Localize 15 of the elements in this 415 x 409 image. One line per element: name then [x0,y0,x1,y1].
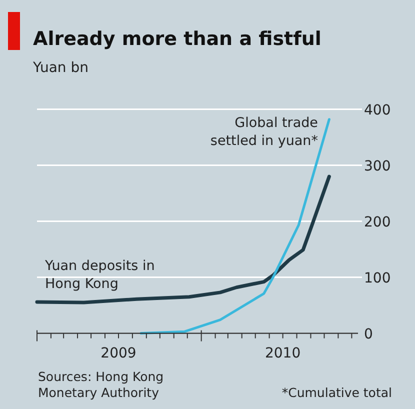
y-axis-title: Yuan bn [32,60,88,76]
x-tick-label: 2010 [264,345,301,362]
y-tick-label: 300 [364,158,391,174]
x-tick-label: 2009 [100,345,136,362]
chart-title: Already more than a fistful [33,28,322,50]
y-tick-label: 100 [364,270,391,286]
line-series [35,174,331,304]
text: *Cumulative total [282,385,392,400]
series-label: Global trade settled in yuan* [210,115,318,149]
y-tick-label: 400 [364,102,391,118]
y-tick-label: 0 [364,326,373,342]
source-note: Sources: Hong Kong Monetary Authority [38,369,164,400]
line-series [140,118,330,335]
y-tick-label: 200 [364,214,391,230]
series-label: Yuan deposits in Hong Kong [44,258,155,292]
